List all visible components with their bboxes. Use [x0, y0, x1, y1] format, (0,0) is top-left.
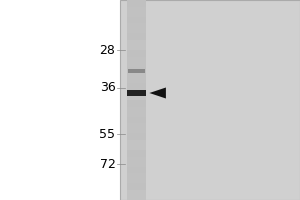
Bar: [127, 107, 146, 117]
Bar: [127, 7, 146, 17]
Bar: [127, 73, 146, 83]
Bar: [120, 0, 300, 200]
Bar: [127, 123, 146, 133]
Bar: [127, 23, 146, 33]
Bar: [127, 140, 146, 150]
Bar: [128, 69, 145, 73]
Text: 36: 36: [100, 81, 116, 94]
Bar: [127, 90, 146, 96]
Bar: [127, 57, 146, 67]
Text: 55: 55: [100, 128, 116, 140]
Bar: [127, 173, 146, 183]
Bar: [127, 190, 146, 200]
Text: 28: 28: [100, 44, 116, 56]
Bar: [127, 157, 146, 167]
Bar: [127, 40, 146, 50]
Bar: [127, 0, 146, 200]
Bar: [127, 90, 146, 100]
Polygon shape: [149, 88, 166, 98]
Text: 72: 72: [100, 158, 116, 170]
